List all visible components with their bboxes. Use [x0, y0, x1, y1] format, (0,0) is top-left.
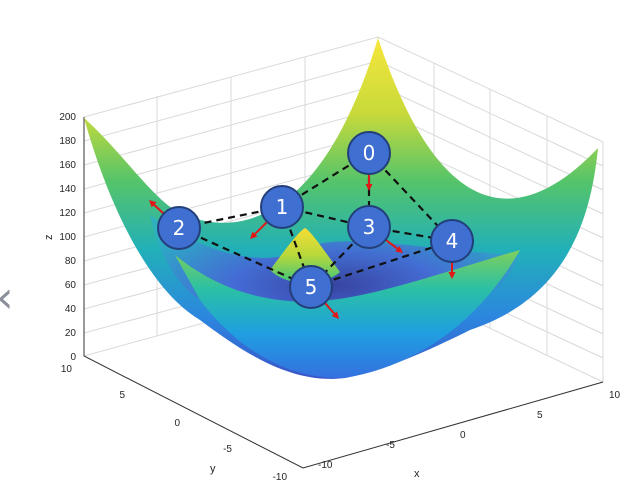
node-label: 0	[363, 141, 376, 165]
node-label: 4	[446, 229, 459, 253]
node-circle	[260, 185, 304, 229]
node-label: 2	[173, 216, 186, 240]
node-label: 5	[305, 275, 318, 299]
node-circle	[347, 205, 391, 249]
x-tick-label: 5	[537, 410, 543, 421]
graph-edge	[178, 226, 312, 289]
graph-nodes: 0 1 2 3 4 5	[157, 131, 474, 309]
x-tick-label: 10	[609, 390, 621, 401]
x-tick-label: 0	[460, 430, 466, 441]
z-tick-label: 20	[65, 328, 77, 339]
x-tick-label: -5	[386, 440, 395, 451]
y-tick-labels: 10 5 0 -5 -10	[61, 364, 288, 483]
graph-node-3: 3	[347, 205, 391, 249]
arrowhead	[250, 231, 258, 239]
z-tick-label: 160	[59, 160, 76, 171]
gradient-arrow	[323, 301, 337, 316]
gradient-arrow	[384, 238, 400, 251]
arrowhead	[149, 200, 157, 208]
surface-mesh	[84, 38, 598, 379]
graph-node-0: 0	[347, 131, 391, 175]
z-tick-label: 0	[70, 352, 76, 363]
axis-lines	[83, 117, 604, 469]
node-label: 3	[363, 215, 376, 239]
previous-chevron-icon[interactable]: ‹	[0, 276, 14, 320]
arrowhead	[331, 311, 339, 319]
z-tick-label: 40	[65, 304, 77, 315]
arrowhead	[395, 245, 403, 253]
graph-edge	[310, 239, 453, 289]
node-circle	[347, 131, 391, 175]
node-circle	[157, 206, 201, 250]
y-tick-label: 5	[119, 390, 125, 401]
graph-node-1: 1	[260, 185, 304, 229]
y-tick-label: -10	[273, 472, 288, 483]
graph-node-5: 5	[289, 265, 333, 309]
z-tick-label: 80	[65, 256, 77, 267]
z-tick-label: 100	[59, 232, 76, 243]
z-tick-label: 140	[59, 184, 76, 195]
node-circle	[430, 219, 474, 263]
node-circle	[289, 265, 333, 309]
graph-node-2: 2	[157, 206, 201, 250]
z-tick-label: 200	[59, 112, 76, 123]
x-axis-label: x	[414, 468, 420, 480]
y-tick-label: -5	[223, 444, 232, 455]
x-tick-labels: -10 -5 0 5 10	[318, 390, 621, 471]
node-label: 1	[276, 195, 289, 219]
gradient-arrows	[149, 173, 456, 319]
x-tick-label: -10	[318, 460, 333, 471]
gradient-arrow	[151, 202, 166, 216]
z-tick-label: 60	[65, 280, 77, 291]
y-axis-label: y	[210, 463, 216, 475]
z-axis-label: z	[43, 235, 55, 241]
arrowhead	[365, 184, 373, 191]
graph-node-4: 4	[430, 219, 474, 263]
y-tick-label: 10	[61, 364, 73, 375]
z-tick-labels: 0 20 40 60 80 100 120 140 160 180 200	[59, 112, 76, 363]
z-tick-label: 120	[59, 208, 76, 219]
arrowhead	[448, 272, 456, 279]
y-tick-label: 0	[174, 418, 180, 429]
z-tick-label: 180	[59, 136, 76, 147]
gradient-arrow	[252, 220, 269, 237]
